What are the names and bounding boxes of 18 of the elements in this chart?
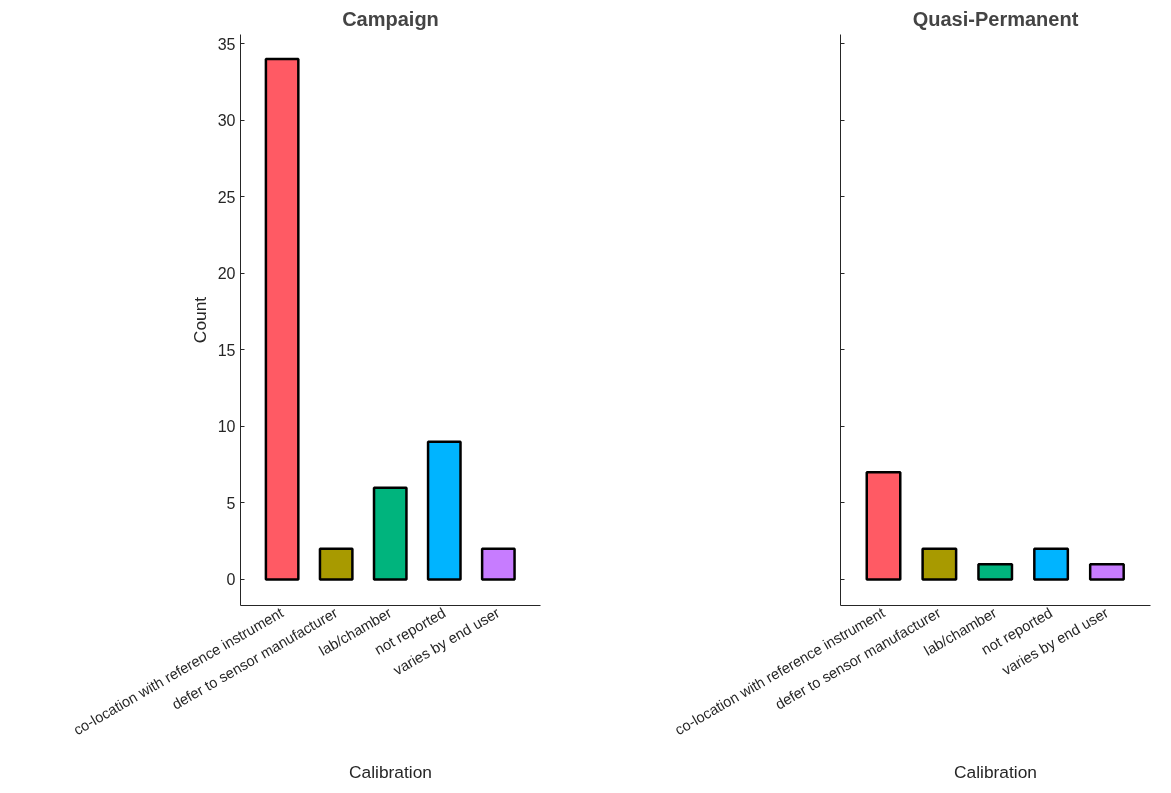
x-axis-title: Calibration: [349, 762, 432, 783]
x-axis-title: Calibration: [954, 762, 1037, 783]
y-axis-title: Count: [189, 296, 210, 344]
bar: [372, 486, 408, 581]
y-tick-label: 15: [217, 341, 236, 359]
y-tick-label: 10: [217, 418, 236, 436]
y-tick-label: 35: [217, 35, 236, 53]
chart-title: Quasi-Permanent: [912, 7, 1079, 30]
y-tick-label: 20: [217, 265, 236, 283]
bar: [480, 547, 516, 581]
y-tick-label: 5: [226, 494, 236, 512]
bar: [318, 547, 354, 581]
y-tick-label: 0: [226, 571, 236, 589]
bar: [426, 440, 462, 581]
y-tick-label: 25: [217, 188, 236, 206]
chart-title: Campaign: [342, 7, 439, 30]
y-tick-label: 30: [217, 112, 236, 130]
bar: [264, 57, 300, 581]
